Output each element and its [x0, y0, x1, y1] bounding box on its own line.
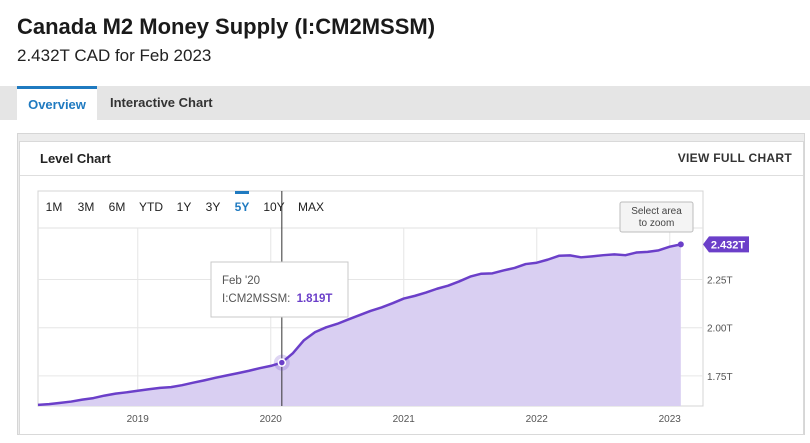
card-header: Level Chart VIEW FULL CHART — [20, 142, 803, 176]
tooltip-value: 1.819T — [297, 293, 333, 305]
axes: 1.75T 2.00T 2.25T 2019 2020 2021 2022 2023 — [127, 275, 733, 425]
range-button-ytd[interactable]: YTD — [139, 200, 163, 214]
tab-overview[interactable]: Overview — [17, 86, 97, 120]
range-button-1m[interactable]: 1M — [46, 200, 63, 214]
last-value-flag — [703, 236, 749, 253]
x-tick-label: 2022 — [526, 414, 549, 425]
series-line — [37, 243, 682, 407]
page-title: Canada M2 Money Supply (I:CM2MSSM) — [17, 14, 436, 39]
highlight-point — [277, 358, 287, 367]
tab-bar: Overview Interactive Chart — [0, 86, 810, 120]
y-tick-label: 1.75T — [707, 372, 733, 383]
zoom-hint-line-2: to zoom — [639, 218, 675, 229]
tooltip: Feb '20 I:CM2MSSM: 1.819T — [210, 261, 349, 318]
tooltip-date: Feb '20 — [222, 275, 260, 287]
page-subtitle: 2.432T CAD for Feb 2023 — [17, 46, 212, 65]
area-layer — [37, 243, 682, 407]
tooltip-box — [210, 261, 349, 318]
range-button-max[interactable]: MAX — [298, 200, 324, 214]
x-tick-label: 2020 — [260, 414, 283, 425]
tooltip-series-label: I:CM2MSSM: — [222, 293, 290, 305]
active-range-indicator — [235, 191, 249, 194]
last-value-label: 2.432T — [711, 239, 746, 251]
range-button-5y[interactable]: 5Y — [235, 200, 250, 214]
last-point — [677, 241, 684, 248]
range-button-3y[interactable]: 3Y — [206, 200, 221, 214]
range-button-3m[interactable]: 3M — [78, 200, 95, 214]
range-button-1y[interactable]: 1Y — [177, 200, 192, 214]
x-tick-label: 2021 — [393, 414, 416, 425]
zoom-hint-line-1: Select area — [631, 206, 682, 217]
x-tick-label: 2019 — [127, 414, 150, 425]
range-button-10y[interactable]: 10Y — [263, 200, 284, 214]
tab-interactive-chart[interactable]: Interactive Chart — [110, 95, 213, 110]
series-area — [38, 244, 681, 406]
chart-overlay: 2.432T — [273, 191, 749, 406]
range-selector: 1M 3M 6M YTD 1Y 3Y 5Y 10Y MAX — [46, 191, 324, 214]
y-tick-label: 2.00T — [707, 324, 733, 335]
view-full-chart-link[interactable]: VIEW FULL CHART — [677, 151, 792, 165]
card-title: Level Chart — [40, 151, 111, 166]
x-tick-label: 2023 — [659, 414, 682, 425]
zoom-hint: Select area to zoom — [619, 201, 694, 233]
range-button-6m[interactable]: 6M — [109, 200, 126, 214]
tooltip-series-line: I:CM2MSSM: 1.819T — [222, 293, 332, 305]
y-tick-label: 2.25T — [707, 275, 733, 286]
